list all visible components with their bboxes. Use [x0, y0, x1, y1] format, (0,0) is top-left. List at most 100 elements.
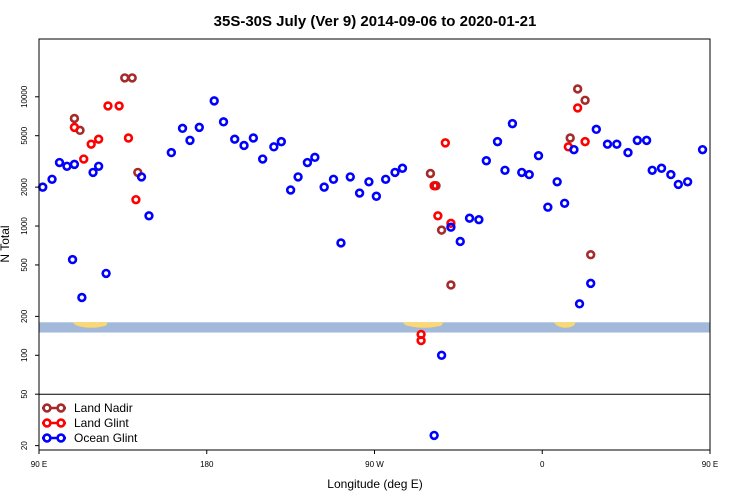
legend-label: Land Nadir: [74, 401, 133, 415]
data-point: [673, 179, 684, 190]
data-point: [591, 124, 602, 135]
data-point: [69, 113, 80, 124]
data-point: [257, 154, 268, 164]
y-tick-label: 100: [20, 348, 29, 362]
data-point: [69, 159, 80, 170]
data-point: [62, 161, 72, 171]
data-point: [177, 123, 188, 134]
land-patch: [402, 322, 444, 328]
x-tick-label: 90 E: [31, 460, 47, 469]
background-map-band: [39, 322, 710, 333]
data-point: [507, 118, 518, 129]
data-point: [481, 156, 492, 166]
legend-marker: [56, 433, 66, 443]
data-point: [209, 96, 219, 106]
data-point: [101, 268, 111, 279]
y-tick-label: 50: [20, 389, 29, 398]
y-tick-label: 2000: [20, 178, 29, 196]
data-point: [440, 138, 451, 148]
x-tick-label: 0: [540, 460, 545, 469]
data-point: [464, 213, 475, 223]
data-point: [543, 202, 553, 212]
data-point: [67, 254, 78, 265]
x-tick-label: 90 E: [702, 460, 718, 469]
legend-marker: [56, 403, 66, 413]
land-patch: [72, 322, 108, 328]
data-point: [123, 133, 134, 143]
data-point: [647, 165, 657, 175]
y-axis: 20 50 100 200 500 1000 2000 5000 10000: [20, 85, 39, 450]
water-band: [39, 322, 710, 333]
data-point: [474, 214, 484, 225]
y-tick-label: 5000: [20, 126, 29, 144]
data-point: [572, 84, 583, 94]
data-point: [446, 280, 456, 290]
data-point: [524, 169, 534, 180]
data-point: [574, 299, 585, 309]
data-point: [345, 172, 355, 182]
data-point: [682, 177, 693, 187]
scatter-points: [38, 73, 708, 441]
data-point: [559, 198, 570, 208]
data-point: [248, 133, 259, 143]
data-point: [131, 194, 141, 205]
data-point: [93, 161, 104, 171]
legend-marker: [42, 418, 52, 428]
data-point: [580, 136, 590, 147]
data-point: [580, 95, 590, 105]
legend-marker: [42, 403, 52, 413]
data-point: [371, 191, 382, 201]
data-point: [429, 181, 439, 191]
data-point: [623, 147, 633, 158]
data-point: [144, 211, 154, 221]
data-point: [446, 218, 456, 229]
data-point: [565, 133, 575, 143]
data-point: [612, 139, 622, 149]
series-land-glint: [69, 101, 590, 346]
data-point: [47, 174, 57, 184]
data-point: [446, 222, 456, 232]
data-point: [114, 101, 124, 111]
data-point: [354, 188, 365, 198]
data-point: [572, 103, 583, 113]
data-point: [293, 172, 303, 182]
data-point: [86, 139, 96, 149]
x-axis: 90 E 180 90 W 0 90 E: [31, 450, 718, 469]
data-point: [269, 142, 279, 152]
series-ocean-glint: [38, 96, 708, 441]
data-point: [390, 167, 400, 178]
data-point: [533, 151, 544, 161]
legend-label: Land Glint: [74, 416, 129, 430]
data-point: [436, 350, 447, 360]
data-point: [276, 136, 287, 147]
data-point: [586, 278, 596, 289]
data-point: [77, 292, 87, 303]
data-point: [517, 167, 527, 178]
data-point: [500, 165, 510, 175]
data-point: [136, 172, 147, 182]
y-axis-label: N Total: [0, 225, 12, 262]
y-tick-label: 1000: [20, 217, 29, 235]
data-point: [310, 152, 320, 163]
x-axis-label: Longitude (deg E): [327, 477, 422, 491]
data-point: [38, 182, 48, 192]
data-point: [230, 134, 240, 144]
land-patch: [553, 322, 576, 328]
x-tick-label: 90 W: [365, 460, 384, 469]
y-tick-label: 200: [20, 309, 29, 323]
x-tick-label: 180: [200, 460, 214, 469]
data-point: [120, 73, 130, 83]
data-point: [416, 335, 426, 346]
data-point: [397, 163, 408, 173]
legend-marker: [56, 418, 66, 428]
data-point: [54, 157, 65, 168]
data-point: [656, 163, 667, 173]
legend-marker: [42, 433, 52, 443]
data-point: [239, 140, 249, 151]
y-tick-label: 10000: [20, 85, 29, 108]
y-tick-label: 20: [20, 441, 29, 450]
legend-label: Ocean Glint: [74, 431, 138, 445]
data-point: [364, 177, 374, 187]
